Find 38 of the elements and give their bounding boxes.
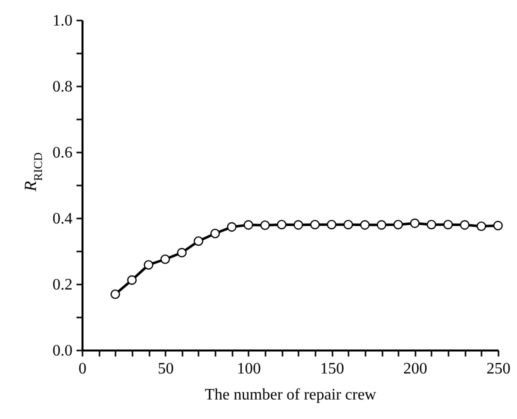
point [260,220,270,230]
x-tick-label: 250 [486,360,510,378]
y-axis-title: RRICD [21,152,45,192]
point [310,220,320,230]
x-tick-label: 100 [236,360,261,378]
point [476,221,486,232]
point [343,220,354,230]
point [110,289,120,300]
point [443,220,453,230]
point [177,248,187,258]
point [376,220,386,230]
x-tick-label: 0 [78,360,86,378]
point [226,222,237,232]
point [276,220,286,230]
x-tick-label: 150 [320,360,344,378]
point [127,275,137,285]
point [393,220,403,230]
point [493,220,503,230]
point [144,260,154,270]
point [244,220,254,230]
point [194,236,204,246]
point [326,220,336,230]
point [460,220,470,230]
x-axis-title: The number of repair crew [204,386,377,404]
point [210,228,220,238]
x-tick-label: 200 [403,360,428,378]
point [410,218,420,228]
point [360,220,370,230]
y-tick-label: 0.4 [52,210,72,228]
point [160,254,170,264]
x-tick-label: 50 [158,360,174,378]
y-tick-label: 0.8 [52,78,72,96]
y-tick-label: 0.2 [52,276,72,294]
y-tick-label: 0.6 [52,144,72,162]
point [426,220,436,230]
y-tick-label: 1.0 [52,12,72,30]
point [294,220,304,230]
y-tick-label: 0.0 [52,342,72,360]
